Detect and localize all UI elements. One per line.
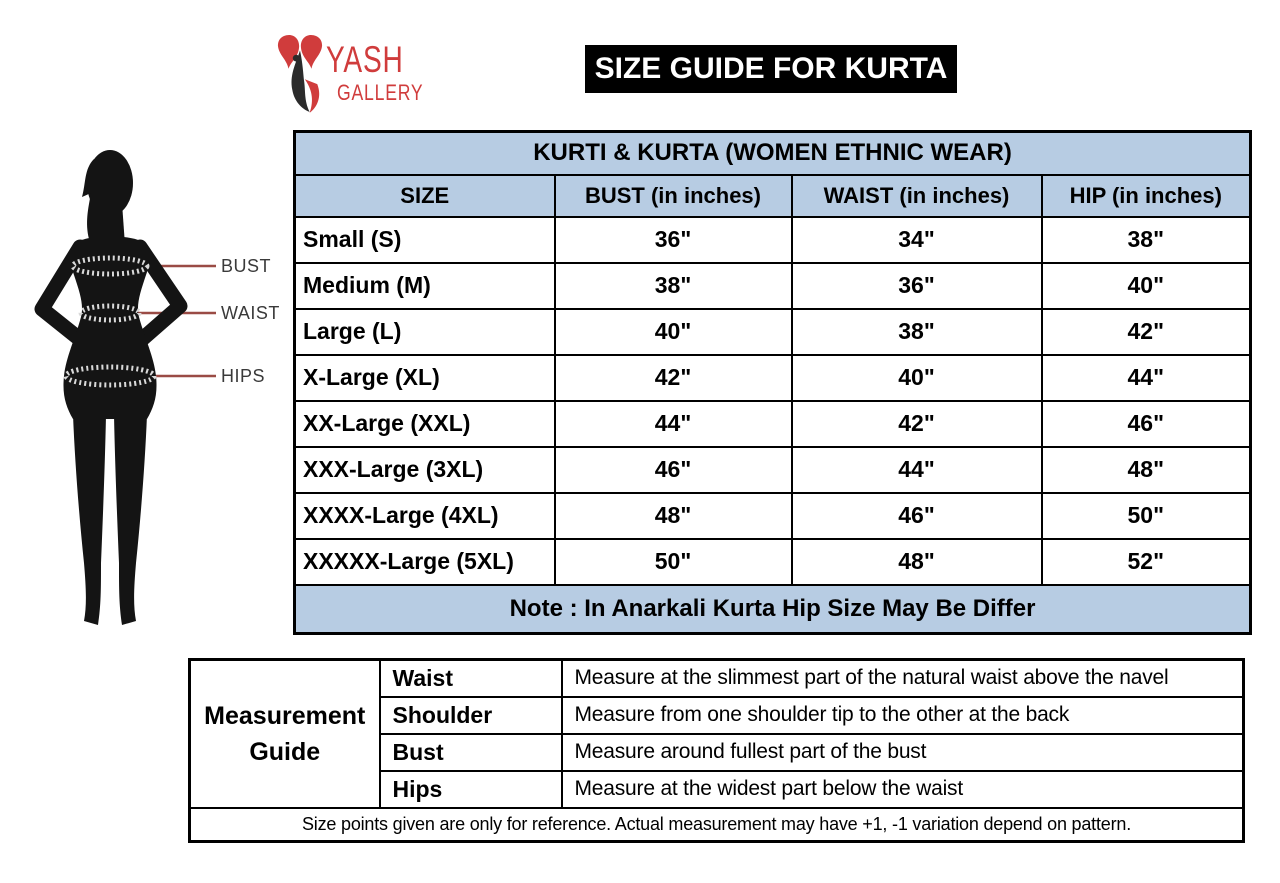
column-header-size: SIZE — [293, 173, 556, 218]
size-cell: X-Large (XL) — [293, 353, 556, 402]
guide-label-hips: Hips — [378, 769, 563, 809]
column-header-bust: BUST (in inches) — [553, 173, 793, 218]
size-row-large: Large (L) 40" 38" 42" — [293, 307, 1252, 356]
size-cell: XXXXX-Large (5XL) — [293, 537, 556, 586]
waist-cell: 40" — [790, 353, 1043, 402]
body-measurement-figure: BUST WAIST HIPS — [34, 150, 280, 625]
guide-desc-hips: Measure at the widest part below the wai… — [560, 769, 1245, 809]
guide-desc-bust: Measure around fullest part of the bust — [560, 732, 1245, 772]
size-table: KURTI & KURTA (WOMEN ETHNIC WEAR) SIZE B… — [293, 130, 1253, 635]
brand-logo-icon — [277, 34, 323, 113]
anarkali-note: Note : In Anarkali Kurta Hip Size May Be… — [293, 583, 1252, 635]
size-cell: Medium (M) — [293, 261, 556, 310]
size-row-xxl: XX-Large (XXL) 44" 42" 46" — [293, 399, 1252, 448]
brand-name-top: YASH — [326, 39, 404, 80]
hip-cell: 48" — [1040, 445, 1252, 494]
column-header-waist: WAIST (in inches) — [790, 173, 1043, 218]
bust-cell: 38" — [553, 261, 793, 310]
waist-cell: 48" — [790, 537, 1043, 586]
bust-band — [70, 255, 150, 277]
guide-row-bust: Bust Measure around fullest part of the … — [190, 732, 1245, 772]
hips-label: HIPS — [221, 366, 265, 386]
size-row-small: Small (S) 36" 34" 38" — [293, 215, 1252, 264]
hip-cell: 38" — [1040, 215, 1252, 264]
hip-cell: 44" — [1040, 353, 1252, 402]
woman-silhouette — [34, 150, 188, 625]
size-row-medium: Medium (M) 38" 36" 40" — [293, 261, 1252, 310]
guide-row-shoulder: Shoulder Measure from one shoulder tip t… — [190, 695, 1245, 735]
disclaimer-row: Size points given are only for reference… — [188, 806, 1245, 843]
guide-desc-waist: Measure at the slimmest part of the natu… — [560, 658, 1245, 698]
size-cell: Small (S) — [293, 215, 556, 264]
bust-cell: 50" — [553, 537, 793, 586]
bust-cell: 42" — [553, 353, 793, 402]
waist-band — [78, 303, 142, 323]
column-header-hip: HIP (in inches) — [1040, 173, 1252, 218]
guide-label-shoulder: Shoulder — [378, 695, 563, 735]
bust-cell: 46" — [553, 445, 793, 494]
size-cell: XX-Large (XXL) — [293, 399, 556, 448]
bust-label: BUST — [221, 256, 271, 276]
disclaimer-text: Size points given are only for reference… — [188, 806, 1245, 843]
waist-cell: 44" — [790, 445, 1043, 494]
brand-name: YASH GALLERY — [326, 33, 445, 104]
brand-logo: YASH GALLERY — [276, 33, 445, 115]
waist-label: WAIST — [221, 303, 280, 323]
size-cell: XXXX-Large (4XL) — [293, 491, 556, 540]
waist-cell: 38" — [790, 307, 1043, 356]
size-row-5xl: XXXXX-Large (5XL) 50" 48" 52" — [293, 537, 1252, 586]
hip-cell: 52" — [1040, 537, 1252, 586]
guide-desc-shoulder: Measure from one shoulder tip to the oth… — [560, 695, 1245, 735]
page-title: SIZE GUIDE FOR KURTA — [585, 45, 957, 93]
bust-cell: 40" — [553, 307, 793, 356]
hips-band — [63, 364, 157, 388]
bust-cell: 48" — [553, 491, 793, 540]
guide-label-bust: Bust — [378, 732, 563, 772]
guide-row-waist: Measurement Guide Waist Measure at the s… — [188, 658, 1245, 809]
size-table-title: KURTI & KURTA (WOMEN ETHNIC WEAR) — [293, 130, 1252, 176]
waist-cell: 34" — [790, 215, 1043, 264]
size-row-xl: X-Large (XL) 42" 40" 44" — [293, 353, 1252, 402]
size-row-4xl: XXXX-Large (4XL) 48" 46" 50" — [293, 491, 1252, 540]
guide-row-hips: Hips Measure at the widest part below th… — [190, 769, 1245, 809]
size-row-3xl: XXX-Large (3XL) 46" 44" 48" — [293, 445, 1252, 494]
hip-cell: 40" — [1040, 261, 1252, 310]
measurement-guide-title: Measurement Guide — [188, 658, 381, 809]
measurement-guide-table: Measurement Guide Waist Measure at the s… — [188, 658, 1245, 843]
hip-cell: 50" — [1040, 491, 1252, 540]
bust-cell: 44" — [553, 399, 793, 448]
waist-cell: 46" — [790, 491, 1043, 540]
bust-cell: 36" — [553, 215, 793, 264]
waist-cell: 42" — [790, 399, 1043, 448]
hip-cell: 46" — [1040, 399, 1252, 448]
brand-name-bottom: GALLERY — [337, 80, 424, 105]
guide-label-waist: Waist — [378, 658, 563, 698]
size-cell: Large (L) — [293, 307, 556, 356]
size-cell: XXX-Large (3XL) — [293, 445, 556, 494]
hip-cell: 42" — [1040, 307, 1252, 356]
waist-cell: 36" — [790, 261, 1043, 310]
